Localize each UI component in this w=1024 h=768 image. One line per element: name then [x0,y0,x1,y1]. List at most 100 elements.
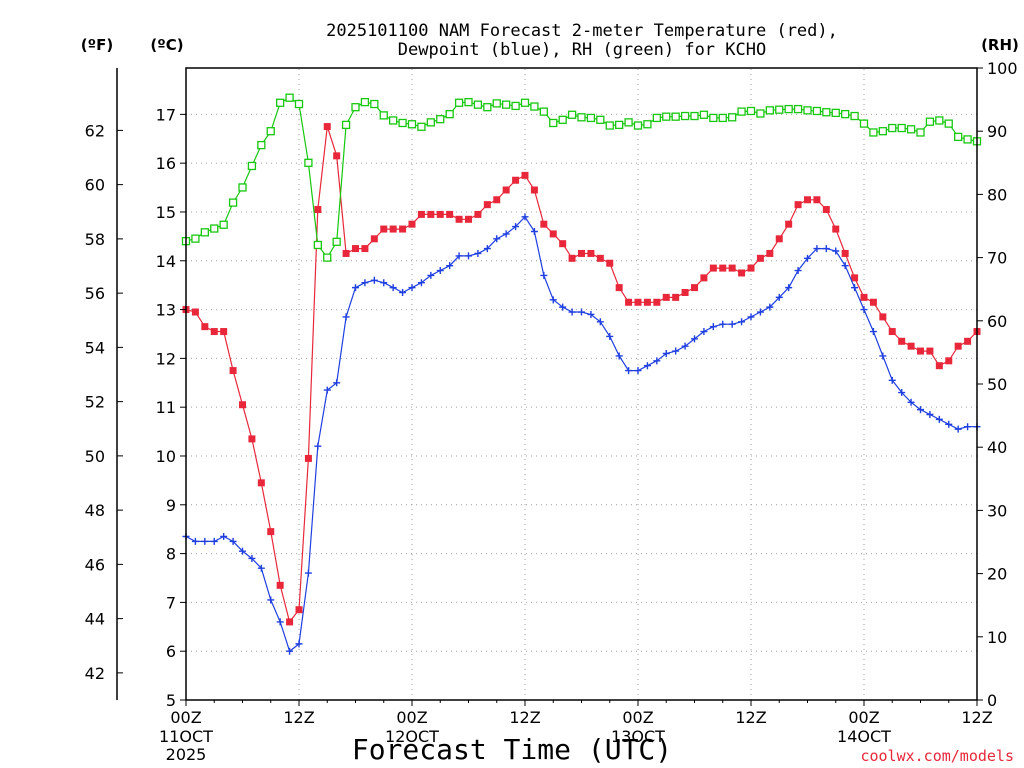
rh-point [925,117,935,126]
dewpoint-point [653,357,661,365]
dewpoint-point [436,267,444,275]
dewpoint-point [954,425,962,433]
temperature-point [465,215,472,223]
dewpoint-point [370,276,378,284]
dewpoint-point [738,318,746,326]
rh-point [869,128,878,137]
dewpoint-point [625,367,633,375]
rh-point [906,125,916,134]
dewpoint-line [185,215,977,653]
rh-point [238,183,247,192]
dewpoint-point [728,320,736,328]
rh-tick-label: 90 [987,122,1007,141]
dewpoint-point [427,271,435,279]
dewpoint-point [493,235,501,243]
dewpoint-point [549,296,557,304]
temperature-point [681,288,689,296]
rh-point [850,111,859,121]
dewpoint-point [822,245,830,253]
temperature-point [220,328,228,336]
rh-point [765,106,774,115]
rh-point [718,113,727,123]
rh-series [181,93,982,262]
fahrenheit-tick-label: 44 [85,610,105,629]
x-tick-label: 00Z [622,708,653,727]
dewpoint-point [804,254,811,262]
rh-point [389,116,398,125]
temperature-point [879,313,887,321]
temperature-point [248,435,256,443]
temperature-point [408,220,416,228]
rh-point [756,109,765,118]
celsius-tick-label: 6 [166,642,176,661]
celsius-tick-label: 17 [156,105,176,124]
rh-point [502,100,511,109]
rh-unit-label: (RH) [981,36,1019,54]
dewpoint-point [898,389,906,397]
x-tick-date-label: 13OCT [611,727,665,746]
temperature-point [926,347,934,355]
temperature-point [672,293,680,301]
rh-point [454,98,464,107]
temperature-point [578,249,585,257]
dewpoint-point [239,547,246,555]
temperature-point [700,274,708,282]
dewpoint-point [935,415,943,423]
rh-line [185,96,978,259]
temperature-point [822,206,830,214]
dewpoint-point [380,279,388,287]
rh-point [888,123,897,133]
dewpoint-point [286,647,294,655]
temperature-point [530,186,538,194]
rh-point [671,112,680,121]
rh-point [228,198,238,207]
dewpoint-point [483,245,491,253]
temperature-point [229,367,237,375]
temperature-point [775,235,783,243]
rh-point [680,111,690,121]
fahrenheit-tick-label: 48 [85,501,105,520]
rh-point [596,115,605,124]
temperature-point [201,323,209,331]
x-tick-date-label: 14OCT [837,727,891,746]
rh-tick-label: 40 [987,438,1007,457]
temperature-point [851,274,859,282]
watermark: coolwx.com/models [860,747,1014,765]
dewpoint-point [191,537,199,545]
temperature-point [417,210,425,218]
temperature-point [314,206,322,214]
dewpoint-point [709,323,717,331]
temperature-point [907,342,915,350]
rh-point [633,121,643,130]
temperature-point [719,264,727,272]
fahrenheit-tick-label: 50 [85,447,105,466]
celsius-axis: 5 6 7 8 9 10 11 12 13 14 15 16 17 [156,105,186,710]
dewpoint-point [869,328,877,336]
rh-point [257,140,266,150]
rh-point [822,108,831,117]
dewpoint-point [879,352,887,360]
rh-point [586,113,596,123]
rh-point [445,109,454,119]
rh-point [662,112,671,121]
temperature-point [945,357,953,365]
fahrenheit-tick-label: 52 [85,393,105,412]
temperature-point [832,225,840,233]
temperature-point [549,230,557,238]
dewpoint-point [559,303,567,311]
dewpoint-point [474,249,482,257]
dewpoint-point [926,411,934,419]
dewpoint-point [785,284,793,292]
temperature-point [643,298,651,306]
rh-point [775,105,784,114]
dewpoint-point [201,537,209,545]
fahrenheit-tick-label: 54 [85,338,105,357]
dewpoint-point [587,310,595,318]
celsius-tick-label: 10 [156,447,176,466]
rh-point [417,122,426,131]
rh-point [219,220,228,229]
temperature-point [653,298,661,306]
celsius-tick-label: 9 [166,496,176,515]
temperature-point [662,293,670,301]
